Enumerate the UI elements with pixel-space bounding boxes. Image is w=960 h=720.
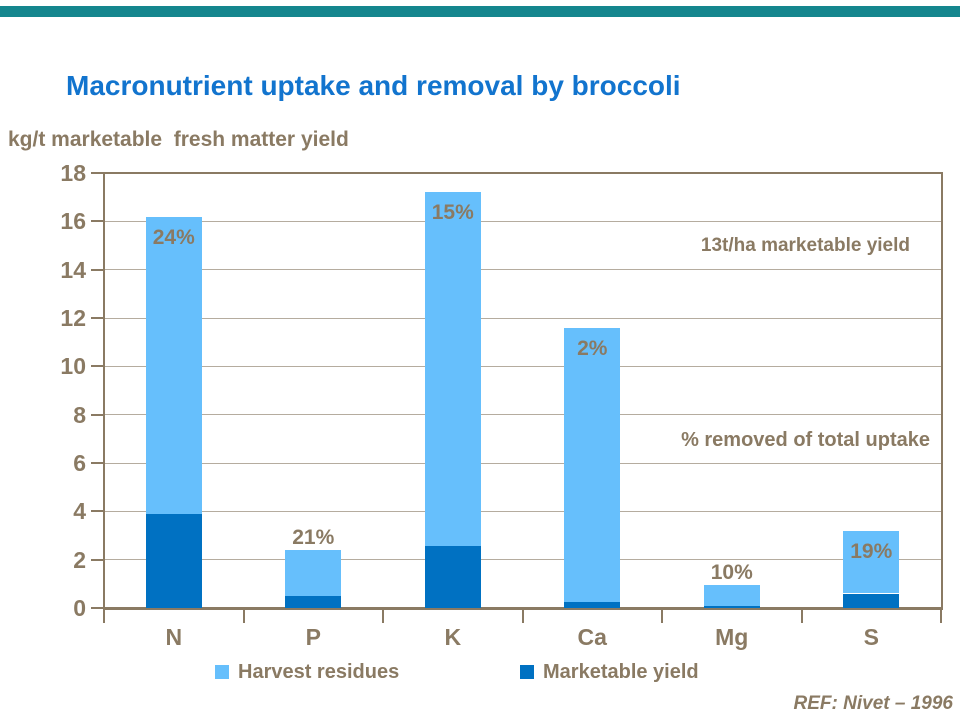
y-axis-tick [91, 558, 104, 561]
gridline [104, 510, 941, 512]
top-accent-bar [0, 6, 960, 17]
bar-Ca-harvest-residues [564, 327, 621, 602]
y-axis-tick [91, 268, 104, 271]
harvest-residues-swatch-icon [215, 665, 229, 679]
y-axis-tick-label: 14 [60, 256, 86, 283]
x-axis-tick [800, 610, 803, 623]
y-axis-tick [91, 462, 104, 464]
x-axis-label-K: K [444, 624, 462, 650]
gridline [104, 220, 941, 222]
y-axis-tick-label: 4 [73, 498, 86, 525]
page-title: Macronutrient uptake and removal by broc… [66, 70, 681, 101]
y-axis-caption: kg/t marketable fresh matter yield [8, 128, 349, 151]
legend-label-marketable-yield: Marketable yield [543, 661, 699, 683]
x-axis-tick [242, 610, 245, 623]
plot-border-right [941, 173, 943, 608]
y-axis-tick [91, 220, 104, 223]
percent-label-P: 21% [292, 526, 335, 549]
percent-label-Mg: 10% [710, 561, 753, 585]
bar-Mg-harvest-residues [703, 585, 760, 606]
bar-Mg-marketable-yield [703, 605, 760, 608]
annotation-marketable-yield: 13t/ha marketable yield [700, 235, 910, 256]
legend-item-marketable-yield: Marketable yield [520, 661, 699, 683]
y-axis-tick-label: 2 [73, 546, 86, 573]
bar-Ca-marketable-yield [564, 601, 621, 608]
x-axis-line [103, 607, 943, 610]
y-axis-tick [91, 365, 104, 368]
gridline [104, 365, 941, 367]
x-axis-tick [103, 610, 105, 623]
bar-K-marketable-yield [424, 546, 481, 608]
y-axis-tick-label: 16 [60, 208, 86, 235]
legend-item-harvest-residues: Harvest residues [215, 661, 400, 683]
x-axis-tick [940, 610, 942, 623]
plot-border-top [104, 172, 943, 174]
y-axis-tick-label: 0 [73, 595, 86, 621]
x-axis-tick [382, 610, 384, 623]
y-axis-tick [91, 172, 104, 174]
bar-P-marketable-yield [285, 595, 342, 608]
x-axis-label-Ca: Ca [577, 624, 607, 650]
x-axis-label-S: S [863, 624, 879, 650]
percent-label-Ca: 2% [577, 336, 608, 360]
y-axis-tick [91, 510, 104, 513]
bar-K-harvest-residues [424, 192, 481, 547]
y-axis-tick-label: 8 [73, 401, 86, 428]
marketable-yield-swatch-icon [520, 665, 534, 679]
bar-S-marketable-yield [843, 593, 900, 608]
bar-P-harvest-residues [285, 550, 342, 596]
bar-N-harvest-residues [145, 216, 202, 514]
gridline [104, 414, 941, 416]
y-axis-tick-label: 12 [60, 305, 86, 331]
gridline [104, 269, 941, 271]
gridline [104, 462, 941, 464]
percent-label-N: 24% [152, 225, 195, 249]
legend-label-harvest-residues: Harvest residues [238, 661, 400, 683]
y-axis-tick [91, 607, 104, 609]
x-axis-label-N: N [165, 624, 183, 650]
x-axis-label-P: P [305, 624, 321, 650]
y-axis-tick-label: 10 [60, 353, 86, 380]
y-axis-tick-label: 6 [73, 450, 86, 476]
x-axis-tick [521, 610, 524, 623]
x-axis-tick [661, 610, 663, 623]
bar-N-marketable-yield [145, 513, 202, 608]
gridline [104, 317, 941, 319]
x-axis-label-Mg: Mg [715, 624, 749, 650]
y-axis-tick [91, 413, 104, 416]
reference-text: REF: Nivet – 1996 [793, 693, 953, 714]
y-axis-tick-label: 18 [60, 160, 86, 186]
y-axis-line [103, 173, 105, 621]
y-axis-tick [91, 317, 104, 319]
bar-S-harvest-residues [843, 530, 900, 594]
annotation-percent-removed: % removed of total uptake [681, 429, 930, 451]
gridline [104, 559, 941, 561]
percent-label-K: 15% [431, 201, 474, 225]
percent-label-S: 19% [850, 539, 893, 563]
